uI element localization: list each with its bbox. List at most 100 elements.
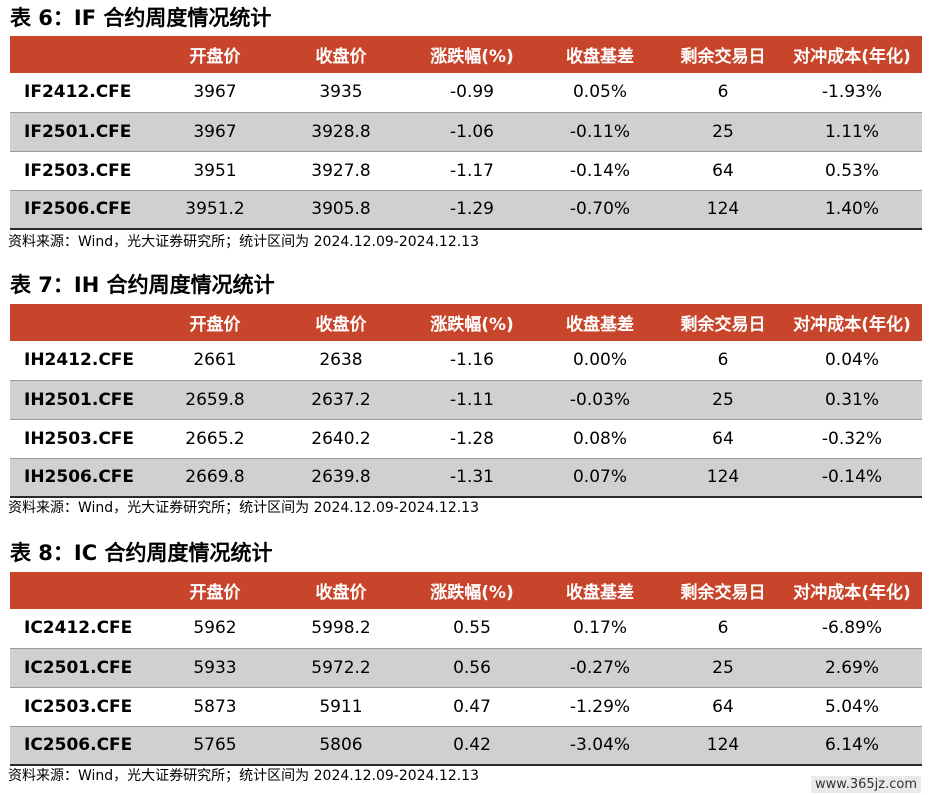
col-header-change: 涨跌幅(%) xyxy=(408,36,536,73)
change-pct: 0.42 xyxy=(408,726,536,766)
hedge-cost: -0.14% xyxy=(782,458,922,498)
remaining-days: 64 xyxy=(664,419,782,459)
table-row: IF2503.CFE 3951 3927.8 -1.17 -0.14% 64 0… xyxy=(10,151,922,191)
close-price: 2640.2 xyxy=(274,419,408,459)
open-price: 5933 xyxy=(156,648,274,688)
change-pct: 0.47 xyxy=(408,687,536,727)
open-price: 2669.8 xyxy=(156,458,274,498)
contract-code: IC2501.CFE xyxy=(10,648,156,688)
contract-code: IC2412.CFE xyxy=(10,609,156,649)
table-row: IH2503.CFE 2665.2 2640.2 -1.28 0.08% 64 … xyxy=(10,419,922,459)
close-price: 2639.8 xyxy=(274,458,408,498)
hedge-cost: 0.31% xyxy=(782,380,922,420)
close-basis: -0.03% xyxy=(536,380,664,420)
open-price: 3967 xyxy=(156,112,274,152)
close-price: 3928.8 xyxy=(274,112,408,152)
hedge-cost: 1.40% xyxy=(782,190,922,230)
close-price: 5998.2 xyxy=(274,609,408,649)
col-header-open: 开盘价 xyxy=(156,36,274,73)
remaining-days: 6 xyxy=(664,609,782,649)
close-price: 5972.2 xyxy=(274,648,408,688)
close-basis: 0.00% xyxy=(536,341,664,381)
close-basis: -0.27% xyxy=(536,648,664,688)
col-header-close: 收盘价 xyxy=(274,304,408,341)
table-header-row: 开盘价 收盘价 涨跌幅(%) 收盘基差 剩余交易日 对冲成本(年化) xyxy=(10,304,922,341)
table-row: IH2412.CFE 2661 2638 -1.16 0.00% 6 0.04% xyxy=(10,341,922,381)
open-price: 2659.8 xyxy=(156,380,274,420)
hedge-cost: 5.04% xyxy=(782,687,922,727)
table-row: IC2506.CFE 5765 5806 0.42 -3.04% 124 6.1… xyxy=(10,726,922,766)
close-basis: 0.07% xyxy=(536,458,664,498)
close-price: 3927.8 xyxy=(274,151,408,191)
table-row: IF2412.CFE 3967 3935 -0.99 0.05% 6 -1.93… xyxy=(10,73,922,113)
change-pct: 0.56 xyxy=(408,648,536,688)
table-row: IC2412.CFE 5962 5998.2 0.55 0.17% 6 -6.8… xyxy=(10,609,922,649)
table-header-row: 开盘价 收盘价 涨跌幅(%) 收盘基差 剩余交易日 对冲成本(年化) xyxy=(10,572,922,609)
open-price: 5873 xyxy=(156,687,274,727)
col-header-cost: 对冲成本(年化) xyxy=(782,572,922,609)
close-basis: 0.05% xyxy=(536,73,664,113)
col-header-open: 开盘价 xyxy=(156,572,274,609)
close-price: 5911 xyxy=(274,687,408,727)
table-row: IH2506.CFE 2669.8 2639.8 -1.31 0.07% 124… xyxy=(10,458,922,498)
source-note: 资料来源：Wind，光大证券研究所；统计区间为 2024.12.09-2024.… xyxy=(8,768,480,784)
col-header-basis: 收盘基差 xyxy=(536,572,664,609)
hedge-cost: 1.11% xyxy=(782,112,922,152)
col-header-basis: 收盘基差 xyxy=(536,304,664,341)
contract-code: IF2412.CFE xyxy=(10,73,156,113)
close-basis: -0.14% xyxy=(536,151,664,191)
contract-code: IF2506.CFE xyxy=(10,190,156,230)
open-price: 2661 xyxy=(156,341,274,381)
remaining-days: 6 xyxy=(664,341,782,381)
contract-code: IF2501.CFE xyxy=(10,112,156,152)
source-note: 资料来源：Wind，光大证券研究所；统计区间为 2024.12.09-2024.… xyxy=(8,234,480,250)
col-header-cost: 对冲成本(年化) xyxy=(782,36,922,73)
source-note: 资料来源：Wind，光大证券研究所；统计区间为 2024.12.09-2024.… xyxy=(8,500,480,516)
open-price: 3967 xyxy=(156,73,274,113)
col-header-days: 剩余交易日 xyxy=(664,572,782,609)
change-pct: -1.28 xyxy=(408,419,536,459)
remaining-days: 25 xyxy=(664,380,782,420)
col-header-close: 收盘价 xyxy=(274,36,408,73)
close-basis: -0.11% xyxy=(536,112,664,152)
hedge-cost: -6.89% xyxy=(782,609,922,649)
col-header-code xyxy=(10,36,156,73)
close-price: 2638 xyxy=(274,341,408,381)
close-basis: 0.17% xyxy=(536,609,664,649)
col-header-open: 开盘价 xyxy=(156,304,274,341)
remaining-days: 25 xyxy=(664,112,782,152)
contract-code: IH2506.CFE xyxy=(10,458,156,498)
change-pct: -1.31 xyxy=(408,458,536,498)
open-price: 5962 xyxy=(156,609,274,649)
hedge-cost: 6.14% xyxy=(782,726,922,766)
remaining-days: 124 xyxy=(664,190,782,230)
close-price: 3905.8 xyxy=(274,190,408,230)
change-pct: -1.16 xyxy=(408,341,536,381)
col-header-days: 剩余交易日 xyxy=(664,36,782,73)
col-header-code xyxy=(10,304,156,341)
hedge-cost: -1.93% xyxy=(782,73,922,113)
change-pct: -1.17 xyxy=(408,151,536,191)
close-basis: -3.04% xyxy=(536,726,664,766)
remaining-days: 64 xyxy=(664,151,782,191)
col-header-change: 涨跌幅(%) xyxy=(408,572,536,609)
table-row: IC2503.CFE 5873 5911 0.47 -1.29% 64 5.04… xyxy=(10,687,922,727)
contract-code: IH2501.CFE xyxy=(10,380,156,420)
if-contract-table: 开盘价 收盘价 涨跌幅(%) 收盘基差 剩余交易日 对冲成本(年化) IF241… xyxy=(10,36,922,230)
close-price: 5806 xyxy=(274,726,408,766)
table-row: IF2501.CFE 3967 3928.8 -1.06 -0.11% 25 1… xyxy=(10,112,922,152)
col-header-close: 收盘价 xyxy=(274,572,408,609)
change-pct: -1.11 xyxy=(408,380,536,420)
close-basis: -0.70% xyxy=(536,190,664,230)
change-pct: -1.06 xyxy=(408,112,536,152)
hedge-cost: 2.69% xyxy=(782,648,922,688)
hedge-cost: 0.53% xyxy=(782,151,922,191)
close-basis: 0.08% xyxy=(536,419,664,459)
contract-code: IH2503.CFE xyxy=(10,419,156,459)
close-price: 2637.2 xyxy=(274,380,408,420)
remaining-days: 6 xyxy=(664,73,782,113)
change-pct: -1.29 xyxy=(408,190,536,230)
col-header-days: 剩余交易日 xyxy=(664,304,782,341)
open-price: 2665.2 xyxy=(156,419,274,459)
hedge-cost: 0.04% xyxy=(782,341,922,381)
